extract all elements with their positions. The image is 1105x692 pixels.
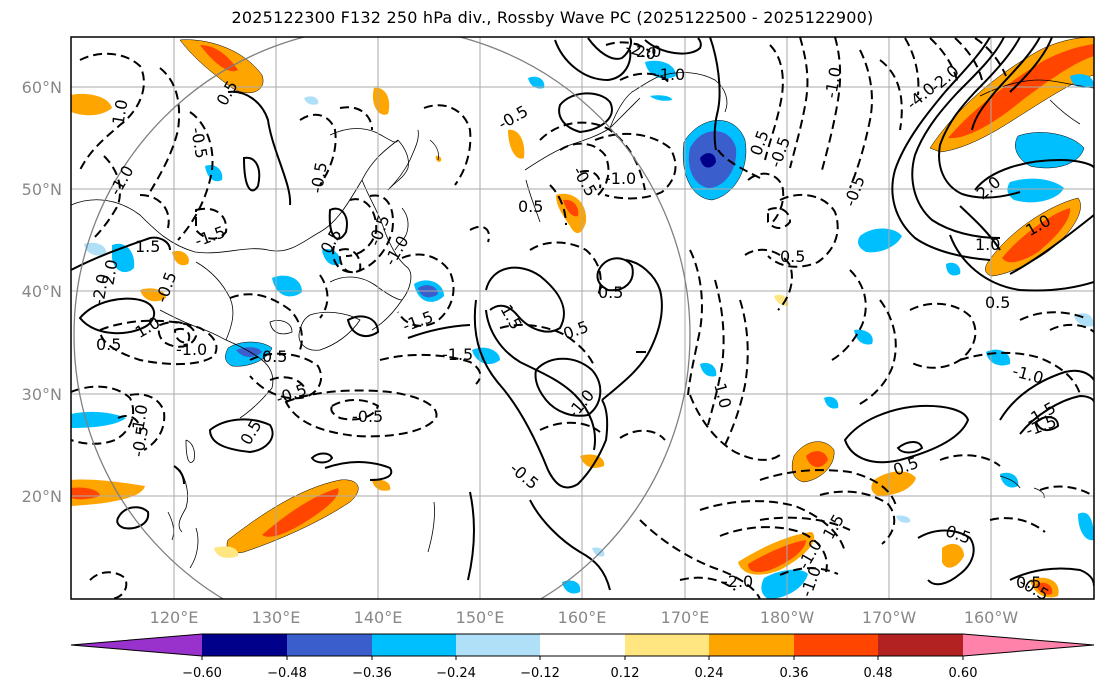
colorbar-segment [625, 634, 709, 656]
contour-label: 2.0 [98, 258, 121, 286]
colorbar-label: −0.24 [436, 666, 476, 681]
contour-label: 1.5 [135, 237, 160, 256]
contour-label: 0.5 [1016, 573, 1041, 592]
divergence-shading [71, 37, 1094, 599]
colorbar-segment [878, 634, 963, 656]
colorbar-segment [540, 634, 625, 656]
colorbar-label: −0.48 [267, 666, 307, 681]
lon-label: 160°W [964, 608, 1019, 627]
colorbar-label: 0.24 [695, 666, 724, 681]
lon-label: 170°W [862, 608, 917, 627]
colorbar-label: −0.36 [352, 666, 392, 681]
negative-divergence-patches [71, 60, 1094, 599]
map-title: 2025122300 F132 250 hPa div., Rossby Wav… [231, 8, 874, 27]
map-plot-area: 0.5 -0.5 1.0 -1.0 1.5 -1.5 2.0 -2.0 -0.5… [71, 37, 1094, 599]
negative-contours [71, 37, 1094, 599]
longitude-labels: 120°E 130°E 140°E 150°E 160°E 170°E 180°… [150, 608, 1019, 627]
contour-label: 1.0 [108, 98, 131, 126]
colorbar-label: 0.60 [949, 666, 978, 681]
lat-label: 20°N [22, 487, 62, 506]
contour-label: -2.0 [722, 572, 753, 591]
lat-label: 40°N [22, 282, 62, 301]
positive-contours [71, 37, 1094, 591]
colorbar-segment [794, 634, 878, 656]
colorbar-label: −0.12 [520, 666, 560, 681]
lon-label: 170°E [661, 608, 710, 627]
lat-label: 50°N [22, 180, 62, 199]
lat-label: 60°N [22, 78, 62, 97]
colorbar-segment [71, 634, 202, 656]
contour-label: -1.0 [176, 340, 207, 359]
map-frame [70, 36, 1095, 600]
contour-label: 1.0 [975, 235, 1000, 254]
radius-circle [73, 37, 691, 599]
colorbar-label: 0.48 [864, 666, 893, 681]
contour-label: 1.0 [128, 403, 151, 431]
positive-divergence-patches [71, 37, 1094, 598]
contour-label: -1.0 [654, 65, 685, 84]
colorbar-label: 0.36 [780, 666, 809, 681]
gridlines [71, 37, 1094, 599]
contour-label: 0.5 [985, 293, 1010, 312]
colorbar-segment [372, 634, 456, 656]
colorbar: −0.60 −0.48 −0.36 −0.24 −0.12 0.12 0.24 … [70, 633, 1095, 681]
contour-label: 0.5 [96, 335, 121, 354]
lon-label: 120°E [150, 608, 199, 627]
colorbar-segment [202, 634, 287, 656]
lon-label: 140°E [354, 608, 403, 627]
colorbar-segment [287, 634, 372, 656]
lon-label: 180°W [760, 608, 815, 627]
colorbar-segment [709, 634, 794, 656]
colorbar-segment [963, 634, 1094, 656]
lon-label: 150°E [456, 608, 505, 627]
contour-label: 2.0 [636, 42, 661, 61]
contour-label: 0.5 [262, 347, 287, 366]
latitude-labels: 60°N 50°N 40°N 30°N 20°N [22, 78, 62, 506]
lat-label: 30°N [22, 385, 62, 404]
colorbar-segment [456, 634, 540, 656]
contour-label: 0.5 [518, 197, 543, 216]
contour-label: -1.0 [605, 169, 636, 188]
lon-label: 160°E [558, 608, 607, 627]
colorbar-label: 0.12 [611, 666, 640, 681]
contour-label: -0.5 [352, 407, 383, 426]
colorbar-label: −0.60 [182, 666, 222, 681]
lon-label: 130°E [252, 608, 301, 627]
contour-label: 0.5 [598, 283, 623, 302]
contour-label: 0.5 [780, 247, 805, 266]
contour-label: -1.5 [442, 345, 473, 364]
